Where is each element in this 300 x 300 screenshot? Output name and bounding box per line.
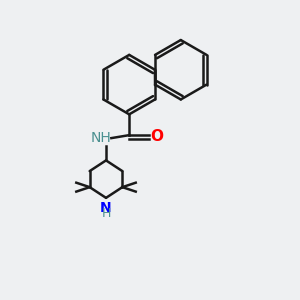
Text: N: N [100,201,112,215]
Text: H: H [101,207,111,220]
Text: O: O [150,129,163,144]
Text: NH: NH [91,131,111,145]
